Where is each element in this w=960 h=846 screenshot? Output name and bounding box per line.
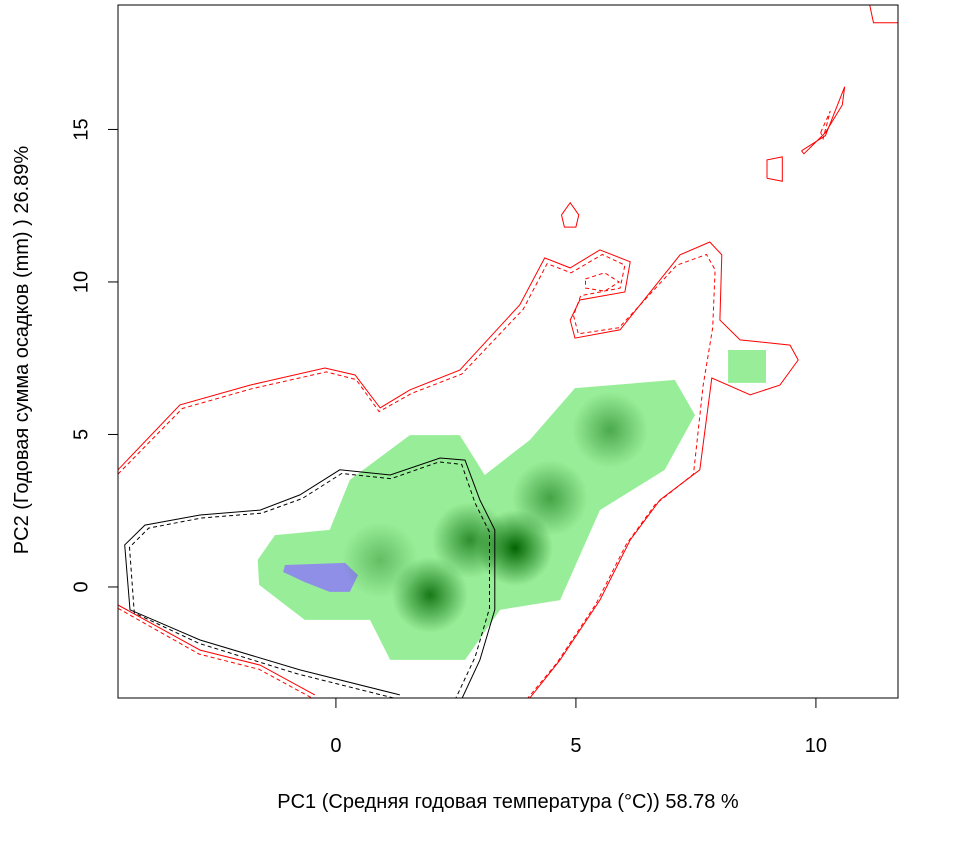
y-tick-label: 15 [70, 118, 92, 140]
density-peak [572, 391, 648, 468]
x-tick-label: 10 [805, 735, 827, 757]
x-tick-label: 5 [570, 735, 581, 757]
x-tick-label: 0 [330, 735, 341, 757]
plot-area [118, 5, 898, 698]
contour-line [124, 457, 496, 698]
density-peak [431, 502, 508, 579]
contour-line [128, 461, 490, 698]
contour-line [118, 5, 898, 698]
y-tick-label: 0 [70, 581, 92, 592]
density-region [283, 562, 358, 592]
density-peak [512, 459, 588, 536]
y-tick-label: 10 [70, 271, 92, 293]
plot-frame [117, 4, 899, 699]
y-axis-label: PC2 (Годовая сумма осадков (mm) ) 26.89% [11, 146, 33, 555]
x-axis-label: PC1 (Средняя годовая температура (°C)) 5… [277, 791, 739, 813]
density-region [728, 349, 766, 383]
y-tick-label: 5 [70, 429, 92, 440]
density-peak [342, 521, 419, 598]
